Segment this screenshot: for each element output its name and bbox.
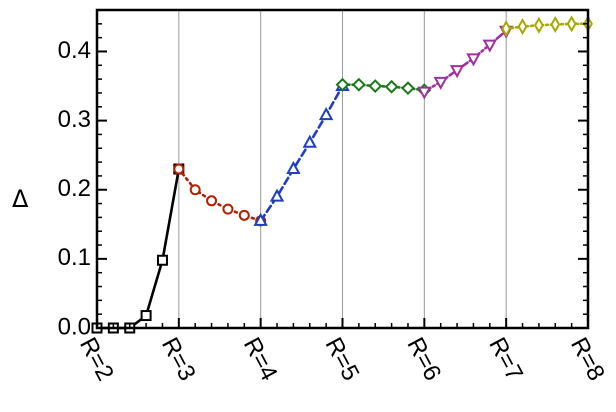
data-point [533,16,544,34]
y-tick-label: 0.3 [58,106,91,133]
y-tick-label: 0.4 [58,37,91,64]
data-point [318,107,334,121]
data-point [189,184,201,196]
data-point [449,65,465,79]
y-tick-label: 0.2 [58,175,91,202]
data-point [501,20,512,38]
data-point [156,254,168,266]
x-tick-label: R=7 [483,333,528,385]
data-point [335,77,350,92]
x-tick-label: R=5 [320,333,365,385]
series [253,77,350,226]
x-tick-label: R=2 [74,333,119,385]
data-point [302,134,317,148]
series [335,77,432,98]
data-point [566,15,577,33]
series-line [95,167,181,330]
x-tick-label: R=8 [565,333,610,385]
series [173,163,267,227]
data-point [173,163,185,175]
data-point [417,86,432,100]
grid-lines [178,10,589,328]
data-point [140,310,152,322]
series [417,25,514,100]
y-tick-label: 0.0 [58,313,91,340]
x-tick-label: R=3 [156,333,201,385]
data-point [401,81,415,96]
series-line [341,83,426,92]
data-point [384,79,399,94]
data-point [206,195,218,207]
data-point [466,53,481,67]
data-point [269,188,285,202]
data-point [550,16,561,33]
y-axis-title: Δ [12,185,29,213]
data-point [238,209,250,221]
data-point [433,76,448,90]
data-point [286,160,301,174]
data-point [482,39,497,53]
data-point [368,79,383,93]
data-point [222,203,234,215]
series [501,15,593,38]
y-axis: 0.0 0.1 0.2 0.3 0.4 [58,23,588,340]
x-tick-label: R=6 [401,333,446,385]
y-tick-label: 0.1 [58,244,91,271]
x-tick-label: R=4 [238,333,283,385]
data-point [253,212,268,226]
series-layer [91,15,593,334]
data-point [351,77,366,92]
data-point [517,18,528,36]
